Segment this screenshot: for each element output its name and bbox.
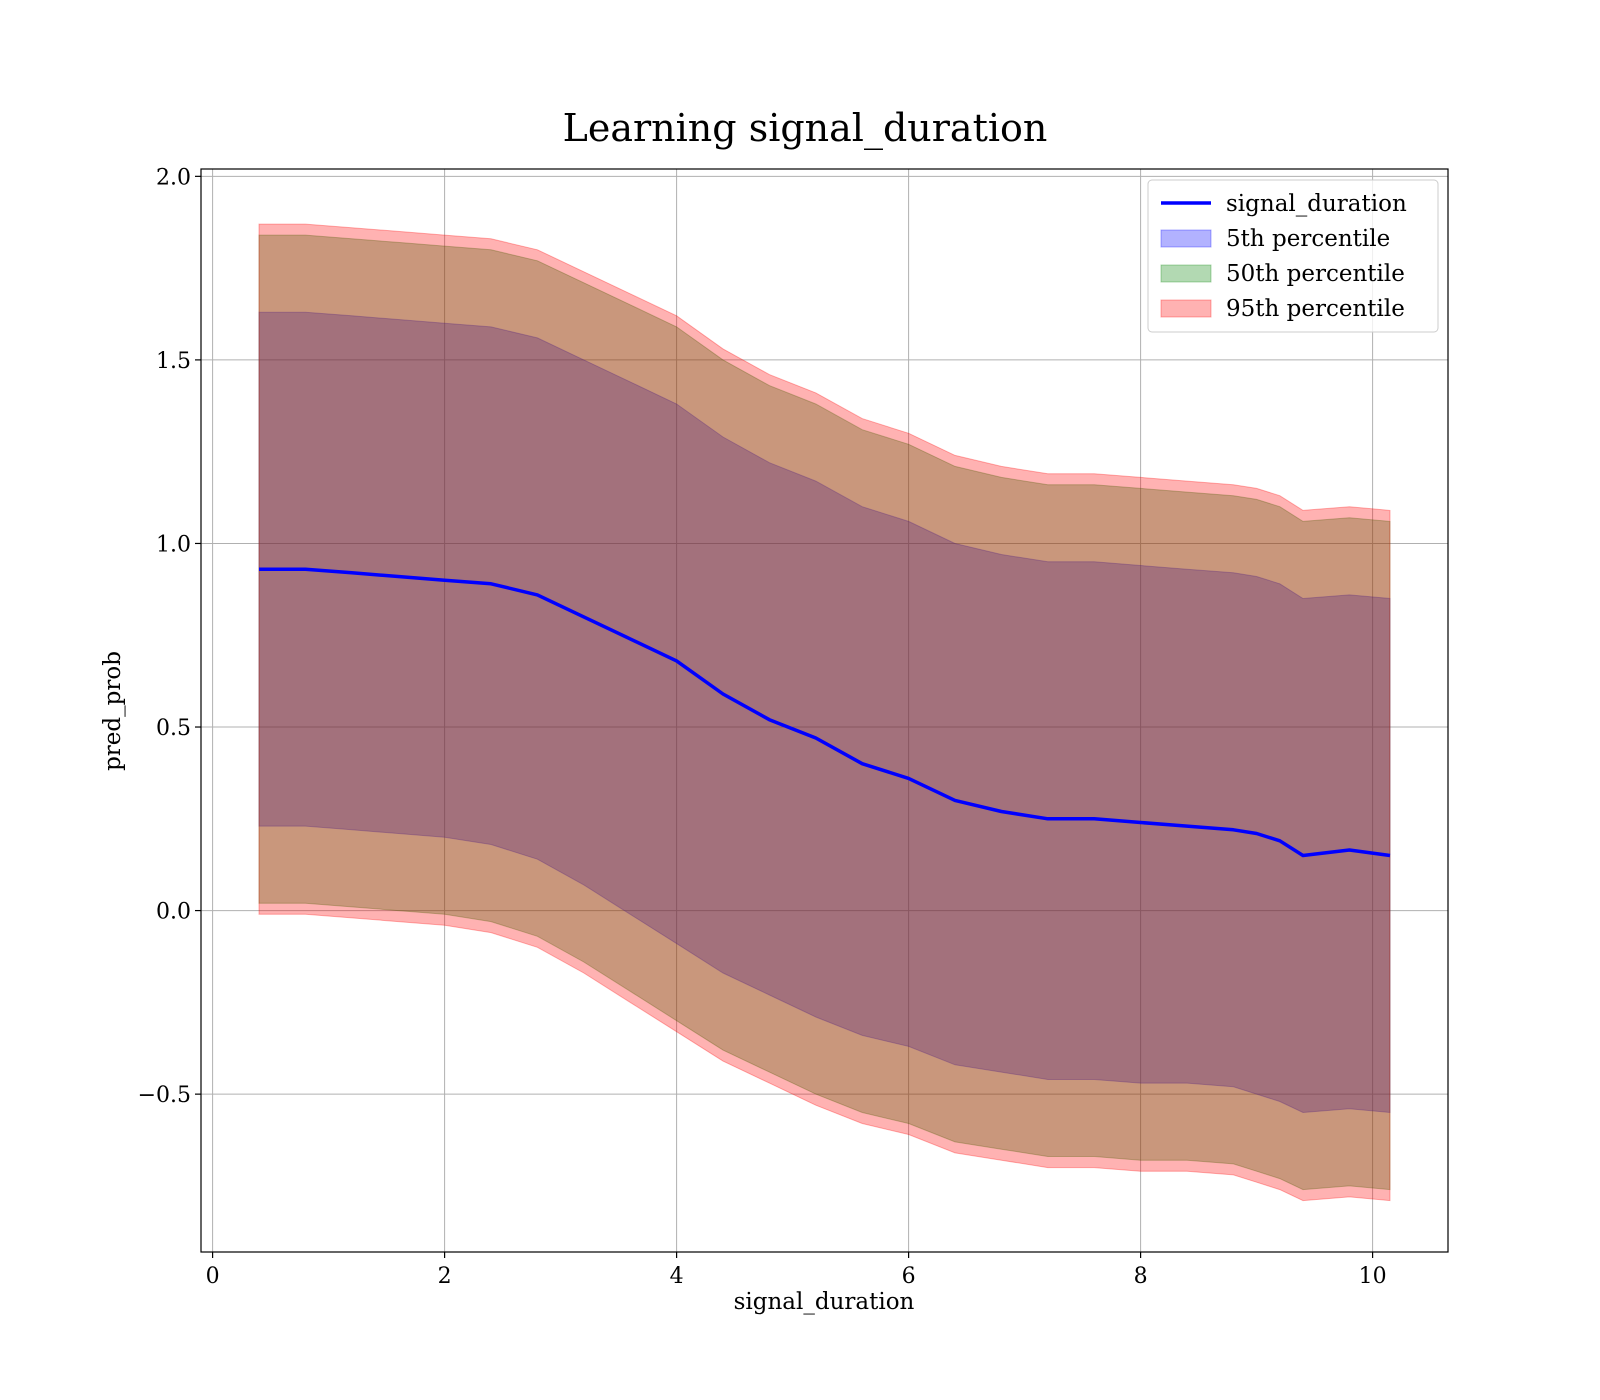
legend-item-95th-percentile: 95th percentile xyxy=(1160,296,1405,322)
band-95th-percentile xyxy=(258,223,1391,1202)
y-tick-label: 1.5 xyxy=(156,349,191,374)
line-layer xyxy=(259,567,1391,858)
y-axis-title: pred_prob xyxy=(100,651,126,771)
x-tick-label: 8 xyxy=(1134,1264,1148,1289)
band-5th-percentile xyxy=(258,311,1391,1114)
y-tick-label: 0.5 xyxy=(156,716,191,741)
legend-swatch xyxy=(1160,264,1212,283)
legend-swatch xyxy=(1160,299,1212,318)
x-tick-label: 10 xyxy=(1359,1264,1387,1289)
legend-item-5th-percentile: 5th percentile xyxy=(1160,226,1390,252)
y-tick-label: 1.0 xyxy=(156,532,191,557)
legend-label: 50th percentile xyxy=(1226,261,1405,287)
x-tick-label: 4 xyxy=(670,1264,684,1289)
y-tick-label: 0.0 xyxy=(156,900,191,925)
y-tick-label: 2.0 xyxy=(156,165,191,190)
legend-label: 5th percentile xyxy=(1226,226,1390,252)
tick-layer: 0 2 4 6 8 10 −0.5 0.0 0.5 1.0 1.5 2.0 xyxy=(138,165,1387,1289)
legend-item-signal-duration: signal_duration xyxy=(1161,191,1407,217)
plot-frame xyxy=(200,168,1449,1253)
legend-swatch xyxy=(1160,229,1212,248)
series-line-signal-duration xyxy=(259,567,1391,858)
grid-layer xyxy=(201,169,1448,1252)
x-tick-label: 6 xyxy=(902,1264,916,1289)
legend-label: 95th percentile xyxy=(1226,296,1405,322)
x-tick-label: 0 xyxy=(206,1264,220,1289)
legend-label: signal_duration xyxy=(1226,191,1407,217)
legend-item-50th-percentile: 50th percentile xyxy=(1160,261,1405,287)
legend: signal_duration 5th percentile 50th percen… xyxy=(1147,179,1439,333)
band-50th-percentile xyxy=(258,234,1391,1191)
x-tick-label: 2 xyxy=(438,1264,452,1289)
y-tick-label: −0.5 xyxy=(138,1083,191,1108)
x-axis-title: signal_duration xyxy=(734,1289,915,1315)
chart-title: Learning signal_duration xyxy=(563,106,1048,151)
band-layer xyxy=(258,223,1391,1202)
legend-frame xyxy=(1147,179,1439,333)
